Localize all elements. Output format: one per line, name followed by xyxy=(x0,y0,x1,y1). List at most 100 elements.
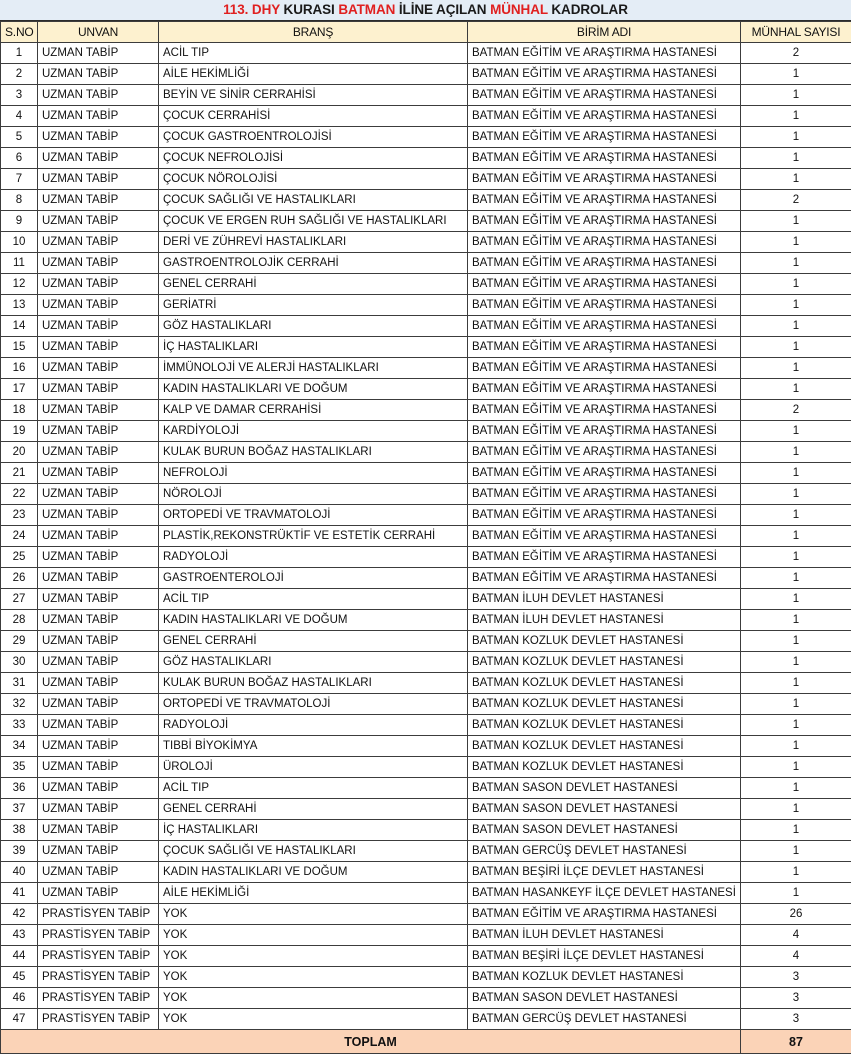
cell-brans: YOK xyxy=(159,925,468,946)
cell-brans: GÖZ HASTALIKLARI xyxy=(159,316,468,337)
cell-mun: 4 xyxy=(741,925,851,946)
cell-mun: 2 xyxy=(741,400,851,421)
cell-birim: BATMAN İLUH DEVLET HASTANESİ xyxy=(468,925,741,946)
cell-brans: ÇOCUK VE ERGEN RUH SAĞLIĞI VE HASTALIKLA… xyxy=(159,211,468,232)
cell-birim: BATMAN SASON DEVLET HASTANESİ xyxy=(468,988,741,1009)
cell-mun: 1 xyxy=(741,169,851,190)
cell-birim: BATMAN İLUH DEVLET HASTANESİ xyxy=(468,589,741,610)
cell-sno: 22 xyxy=(1,484,38,505)
cell-brans: GENEL CERRAHİ xyxy=(159,631,468,652)
cell-mun: 1 xyxy=(741,106,851,127)
cell-unvan: UZMAN TABİP xyxy=(38,484,159,505)
cell-birim: BATMAN SASON DEVLET HASTANESİ xyxy=(468,799,741,820)
cell-brans: İÇ HASTALIKLARI xyxy=(159,820,468,841)
cell-unvan: UZMAN TABİP xyxy=(38,694,159,715)
cell-unvan: UZMAN TABİP xyxy=(38,400,159,421)
cell-sno: 46 xyxy=(1,988,38,1009)
column-header-munhal-sayisi[interactable]: MÜNHAL SAYISI xyxy=(741,22,851,43)
cell-unvan: UZMAN TABİP xyxy=(38,43,159,64)
cell-mun: 2 xyxy=(741,43,851,64)
cell-mun: 26 xyxy=(741,904,851,925)
cell-sno: 1 xyxy=(1,43,38,64)
cell-birim: BATMAN KOZLUK DEVLET HASTANESİ xyxy=(468,736,741,757)
cell-sno: 41 xyxy=(1,883,38,904)
cell-birim: BATMAN EĞİTİM VE ARAŞTIRMA HASTANESİ xyxy=(468,316,741,337)
cell-brans: YOK xyxy=(159,946,468,967)
cell-mun: 1 xyxy=(741,610,851,631)
cell-sno: 15 xyxy=(1,337,38,358)
cell-sno: 37 xyxy=(1,799,38,820)
cell-sno: 25 xyxy=(1,547,38,568)
cell-mun: 1 xyxy=(741,589,851,610)
cell-mun: 3 xyxy=(741,967,851,988)
cell-birim: BATMAN EĞİTİM VE ARAŞTIRMA HASTANESİ xyxy=(468,337,741,358)
cell-mun: 1 xyxy=(741,799,851,820)
cell-unvan: UZMAN TABİP xyxy=(38,610,159,631)
column-header-sno[interactable]: S.NO xyxy=(1,22,38,43)
cell-unvan: UZMAN TABİP xyxy=(38,883,159,904)
cell-sno: 10 xyxy=(1,232,38,253)
title-segment: KURASI xyxy=(280,2,335,17)
cell-sno: 40 xyxy=(1,862,38,883)
cell-sno: 31 xyxy=(1,673,38,694)
cell-mun: 1 xyxy=(741,547,851,568)
cell-brans: ORTOPEDİ VE TRAVMATOLOJİ xyxy=(159,694,468,715)
cell-brans: KADIN HASTALIKLARI VE DOĞUM xyxy=(159,379,468,400)
cell-birim: BATMAN BEŞİRİ İLÇE DEVLET HASTANESİ xyxy=(468,946,741,967)
cell-sno: 3 xyxy=(1,85,38,106)
cell-birim: BATMAN SASON DEVLET HASTANESİ xyxy=(468,778,741,799)
cell-sno: 18 xyxy=(1,400,38,421)
cell-birim: BATMAN KOZLUK DEVLET HASTANESİ xyxy=(468,631,741,652)
column-header-birim[interactable]: BİRİM ADI xyxy=(468,22,741,43)
cell-birim: BATMAN EĞİTİM VE ARAŞTIRMA HASTANESİ xyxy=(468,505,741,526)
cell-unvan: UZMAN TABİP xyxy=(38,505,159,526)
cell-unvan: UZMAN TABİP xyxy=(38,295,159,316)
cell-unvan: UZMAN TABİP xyxy=(38,316,159,337)
cell-unvan: UZMAN TABİP xyxy=(38,631,159,652)
cell-mun: 1 xyxy=(741,442,851,463)
cell-birim: BATMAN KOZLUK DEVLET HASTANESİ xyxy=(468,715,741,736)
cell-birim: BATMAN EĞİTİM VE ARAŞTIRMA HASTANESİ xyxy=(468,127,741,148)
cell-sno: 21 xyxy=(1,463,38,484)
cell-brans: GENEL CERRAHİ xyxy=(159,274,468,295)
cell-unvan: UZMAN TABİP xyxy=(38,589,159,610)
cell-unvan: UZMAN TABİP xyxy=(38,337,159,358)
cell-birim: BATMAN GERCÜŞ DEVLET HASTANESİ xyxy=(468,841,741,862)
cell-unvan: UZMAN TABİP xyxy=(38,757,159,778)
cell-sno: 27 xyxy=(1,589,38,610)
cell-sno: 34 xyxy=(1,736,38,757)
cell-brans: NEFROLOJİ xyxy=(159,463,468,484)
cell-mun: 1 xyxy=(741,232,851,253)
cell-mun: 1 xyxy=(741,484,851,505)
cell-sno: 23 xyxy=(1,505,38,526)
cell-sno: 36 xyxy=(1,778,38,799)
cell-mun: 1 xyxy=(741,358,851,379)
cell-unvan: UZMAN TABİP xyxy=(38,715,159,736)
cell-mun: 1 xyxy=(741,127,851,148)
cell-brans: NÖROLOJİ xyxy=(159,484,468,505)
column-header-brans[interactable]: BRANŞ xyxy=(159,22,468,43)
cell-unvan: UZMAN TABİP xyxy=(38,127,159,148)
column-header-unvan[interactable]: UNVAN xyxy=(38,22,159,43)
cell-mun: 1 xyxy=(741,463,851,484)
cell-mun: 1 xyxy=(741,421,851,442)
cell-brans: GASTROENTEROLOJİ xyxy=(159,568,468,589)
cell-mun: 1 xyxy=(741,337,851,358)
cell-mun: 1 xyxy=(741,295,851,316)
cell-sno: 43 xyxy=(1,925,38,946)
cell-brans: ACİL TIP xyxy=(159,589,468,610)
